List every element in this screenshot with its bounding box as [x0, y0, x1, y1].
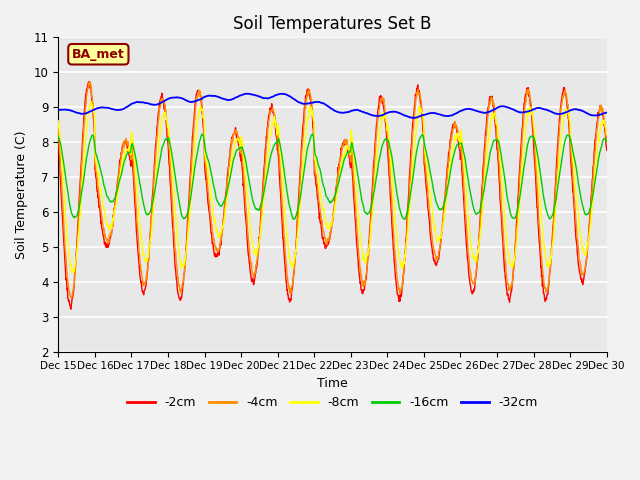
Y-axis label: Soil Temperature (C): Soil Temperature (C) [15, 130, 28, 259]
Title: Soil Temperatures Set B: Soil Temperatures Set B [234, 15, 432, 33]
Legend: -2cm, -4cm, -8cm, -16cm, -32cm: -2cm, -4cm, -8cm, -16cm, -32cm [122, 391, 543, 414]
X-axis label: Time: Time [317, 377, 348, 390]
Text: BA_met: BA_met [72, 48, 125, 61]
